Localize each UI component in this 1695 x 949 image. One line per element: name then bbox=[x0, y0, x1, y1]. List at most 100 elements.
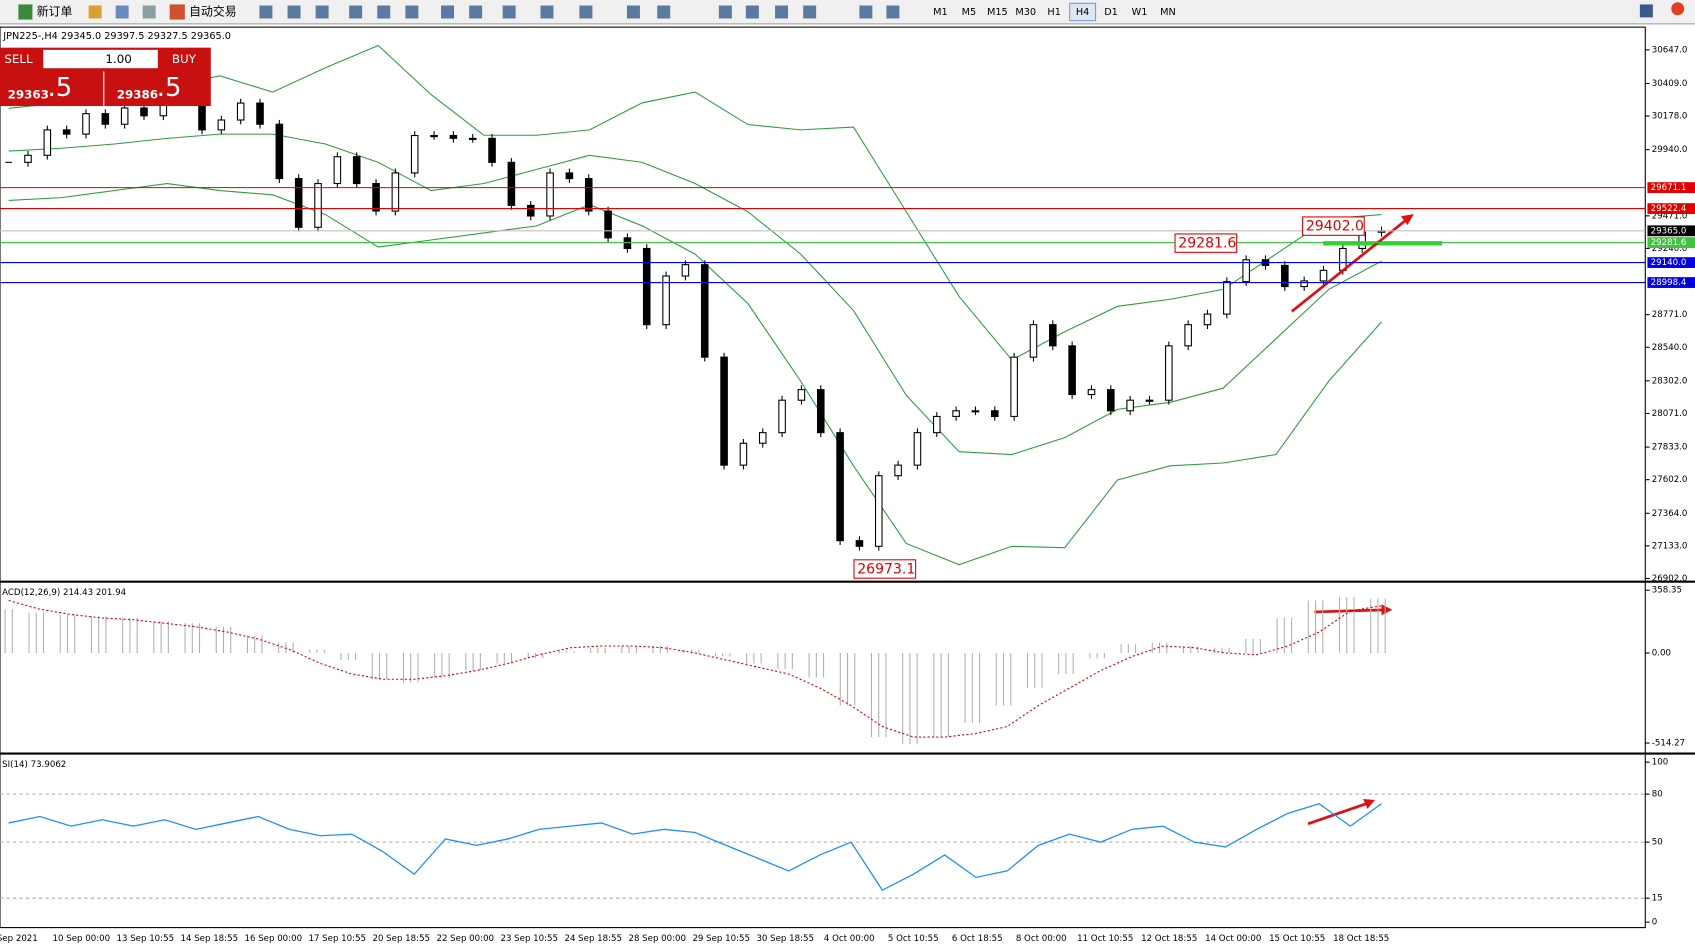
candle-body bbox=[1319, 269, 1328, 282]
new-order-button[interactable]: 新订单 bbox=[37, 4, 73, 18]
lot-size[interactable]: 1.00 bbox=[105, 52, 131, 66]
candle-body bbox=[604, 210, 612, 239]
buy-price[interactable]: 29386 bbox=[117, 88, 158, 102]
timeframe-button[interactable]: M15 bbox=[987, 7, 1008, 18]
icon[interactable] bbox=[657, 5, 671, 19]
y-tick-label: 0.00 bbox=[1652, 649, 1671, 659]
timeframe-button[interactable]: D1 bbox=[1104, 7, 1118, 18]
sell-button[interactable]: SELL bbox=[4, 52, 33, 66]
icon[interactable] bbox=[377, 5, 391, 19]
candle-body bbox=[720, 356, 728, 466]
candle-body bbox=[623, 237, 632, 249]
timeframe-button[interactable]: H1 bbox=[1047, 7, 1061, 18]
level-tag bbox=[1647, 257, 1695, 268]
x-tick-label: 17 Sep 10:55 bbox=[308, 934, 366, 944]
icon[interactable] bbox=[579, 5, 593, 19]
price-annotation: 29281.6 bbox=[1178, 236, 1236, 252]
candle-body bbox=[1223, 281, 1231, 315]
lot-box[interactable] bbox=[43, 49, 158, 69]
level-label: 29140.0 bbox=[1651, 258, 1687, 268]
level-label: 29671.1 bbox=[1651, 183, 1687, 193]
icon[interactable] bbox=[88, 5, 102, 19]
sell-price[interactable]: 29363 bbox=[8, 88, 49, 102]
x-tick-label: 16 Sep 00:00 bbox=[244, 934, 302, 944]
candle-body bbox=[1068, 345, 1076, 396]
candle-body bbox=[352, 156, 361, 185]
icon[interactable] bbox=[259, 5, 273, 19]
candle-body bbox=[913, 432, 922, 466]
icon[interactable] bbox=[115, 5, 129, 19]
x-tick-label: 22 Sep 00:00 bbox=[436, 934, 494, 944]
candle-body bbox=[700, 264, 709, 358]
sell-price-frac[interactable]: .5 bbox=[48, 73, 73, 103]
candle-body bbox=[546, 172, 554, 217]
icon[interactable] bbox=[142, 5, 156, 19]
y-tick-label: 15 bbox=[1652, 894, 1663, 904]
icon[interactable] bbox=[886, 5, 900, 19]
timeframe-button[interactable]: M5 bbox=[962, 7, 977, 18]
y-tick-label: 27133.0 bbox=[1652, 541, 1688, 551]
icon[interactable] bbox=[859, 5, 873, 19]
toolbar bbox=[0, 0, 1695, 24]
search-icon[interactable] bbox=[1639, 4, 1653, 18]
icon[interactable] bbox=[745, 5, 759, 19]
rsi-arrow bbox=[1307, 800, 1372, 826]
rsi-line bbox=[8, 803, 1382, 891]
timeframe-button[interactable]: M30 bbox=[1015, 7, 1036, 18]
candle-body bbox=[816, 389, 825, 434]
price-annotation-box bbox=[1302, 216, 1365, 236]
icon[interactable] bbox=[718, 5, 732, 19]
bollinger-band bbox=[8, 44, 1382, 361]
icon[interactable] bbox=[287, 5, 301, 19]
auto-trading-button[interactable]: 自动交易 bbox=[189, 4, 237, 18]
candle-body bbox=[333, 156, 342, 185]
level-tag bbox=[1647, 182, 1695, 194]
x-tick-label: 30 Sep 18:55 bbox=[756, 934, 814, 944]
y-tick-label: 27833.0 bbox=[1652, 443, 1688, 453]
icon[interactable] bbox=[349, 5, 363, 19]
y-tick-label: 80 bbox=[1652, 790, 1663, 800]
timeframe-button[interactable]: H4 bbox=[1076, 7, 1090, 18]
notification-icon[interactable] bbox=[1671, 2, 1685, 16]
level-label: 28998.4 bbox=[1651, 278, 1687, 288]
icon[interactable] bbox=[775, 5, 789, 19]
candle-body bbox=[662, 275, 670, 326]
buy-button[interactable]: BUY bbox=[172, 52, 197, 66]
candle-body bbox=[526, 204, 535, 217]
x-tick-label: 28 Sep 00:00 bbox=[628, 934, 686, 944]
y-tick-label: -514.27 bbox=[1652, 739, 1685, 749]
x-tick-label: 11 Oct 10:55 bbox=[1077, 934, 1133, 944]
timeframe-button[interactable]: W1 bbox=[1132, 7, 1148, 18]
drawn-objects bbox=[1290, 214, 1443, 826]
trend-arrow bbox=[1290, 215, 1412, 313]
y-tick-label: 28071.0 bbox=[1652, 409, 1688, 419]
icon[interactable] bbox=[469, 5, 483, 19]
x-tick-label: 4 Oct 00:00 bbox=[824, 934, 875, 944]
icon[interactable] bbox=[626, 5, 640, 19]
y-tick-label: 27364.0 bbox=[1652, 509, 1688, 519]
level-label: 29365.0 bbox=[1651, 226, 1687, 236]
price-annotation-box bbox=[1174, 233, 1238, 253]
buy-price-frac[interactable]: .5 bbox=[157, 73, 182, 103]
chart-header: JPN225-,H4 29345.0 29397.5 29327.5 29365… bbox=[2, 31, 231, 42]
auto-trading-icon[interactable] bbox=[169, 4, 185, 20]
candle-body bbox=[1107, 389, 1115, 412]
level-tag bbox=[1647, 277, 1695, 288]
icon[interactable] bbox=[315, 5, 329, 19]
icon[interactable] bbox=[540, 5, 554, 19]
x-tick-label: 6 Oct 18:55 bbox=[952, 934, 1003, 944]
icon[interactable] bbox=[803, 5, 817, 19]
candle-body bbox=[82, 113, 90, 135]
trade-panel: 1.00 SELL BUY 29363 .5 29386 .5 bbox=[0, 47, 211, 107]
y-tick-label: 29940.0 bbox=[1652, 145, 1688, 155]
timeframe-button[interactable]: M1 bbox=[933, 7, 948, 18]
x-tick-label: 13 Sep 10:55 bbox=[116, 934, 174, 944]
icon[interactable] bbox=[405, 5, 419, 19]
new-order-icon[interactable] bbox=[18, 4, 33, 20]
x-tick-label: Sep 2021 bbox=[0, 934, 38, 944]
icon[interactable] bbox=[502, 5, 516, 19]
price-plot bbox=[5, 44, 1386, 566]
timeframe-button[interactable]: MN bbox=[1160, 7, 1176, 18]
icon[interactable] bbox=[441, 5, 455, 19]
